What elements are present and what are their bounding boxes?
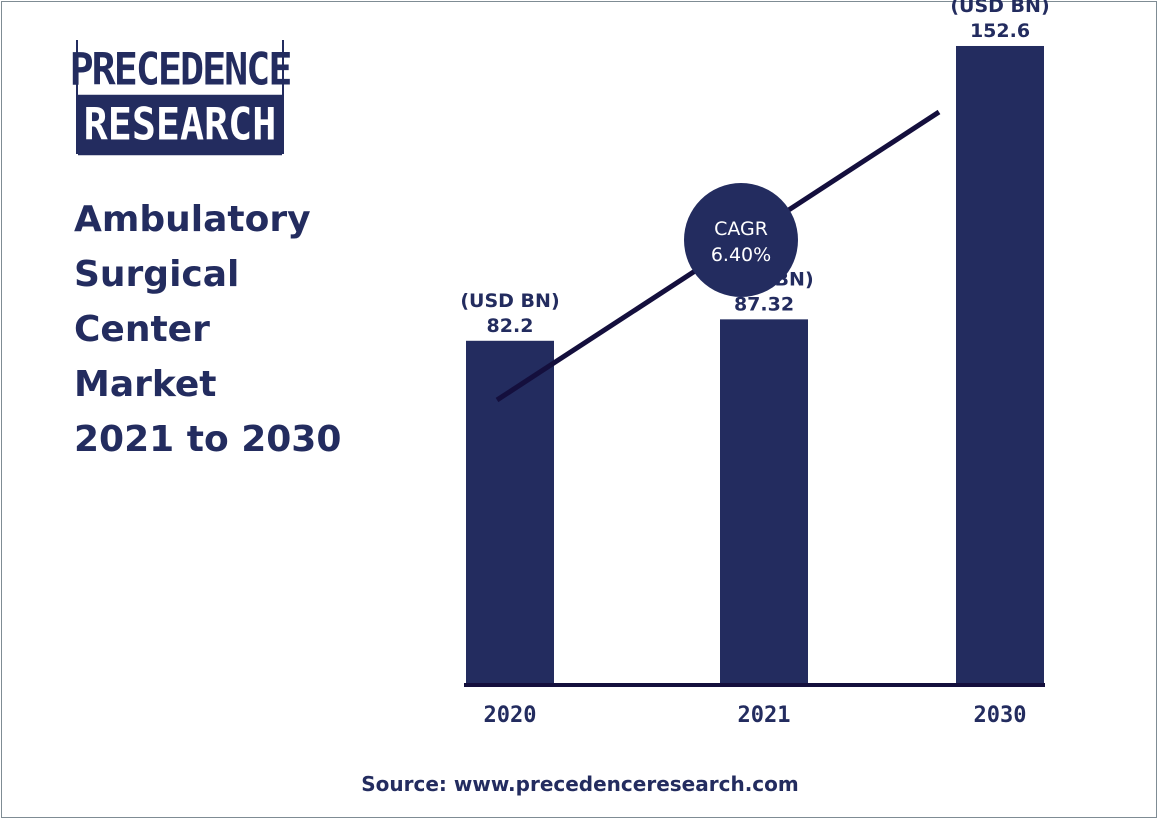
x-tick-label-2021: 2021	[738, 703, 791, 728]
data-label-2030: 152.6	[970, 20, 1030, 42]
title-line-2: Surgical	[74, 254, 240, 295]
unit-label-2020: (USD BN)	[460, 290, 559, 312]
data-label-2020: 82.2	[487, 315, 534, 337]
logo-line-2: RESEARCH	[78, 94, 282, 156]
title-line-5: 2021 to 2030	[74, 419, 342, 460]
bar-2020	[466, 340, 554, 685]
source-note: Source: www.precedenceresearch.com	[361, 772, 799, 796]
title-line-4: Market	[74, 364, 217, 405]
cagr-label: CAGR	[714, 218, 768, 240]
bar-2021	[720, 319, 808, 685]
data-label-2021: 87.32	[734, 293, 794, 315]
cagr-badge	[684, 183, 798, 297]
x-tick-label-2030: 2030	[974, 703, 1027, 728]
logo-line-1: PRECEDENCE	[70, 38, 292, 102]
chart-title: Ambulatory Surgical Center Market 2021 t…	[74, 192, 374, 467]
title-line-1: Ambulatory	[74, 199, 311, 240]
title-line-3: Center	[74, 309, 210, 350]
precedence-research-logo: PRECEDENCE RESEARCH	[70, 38, 292, 156]
bar-2030	[956, 45, 1044, 686]
unit-label-2030: (USD BN)	[950, 0, 1049, 17]
cagr-value: 6.40%	[711, 244, 771, 266]
x-tick-label-2020: 2020	[484, 703, 537, 728]
